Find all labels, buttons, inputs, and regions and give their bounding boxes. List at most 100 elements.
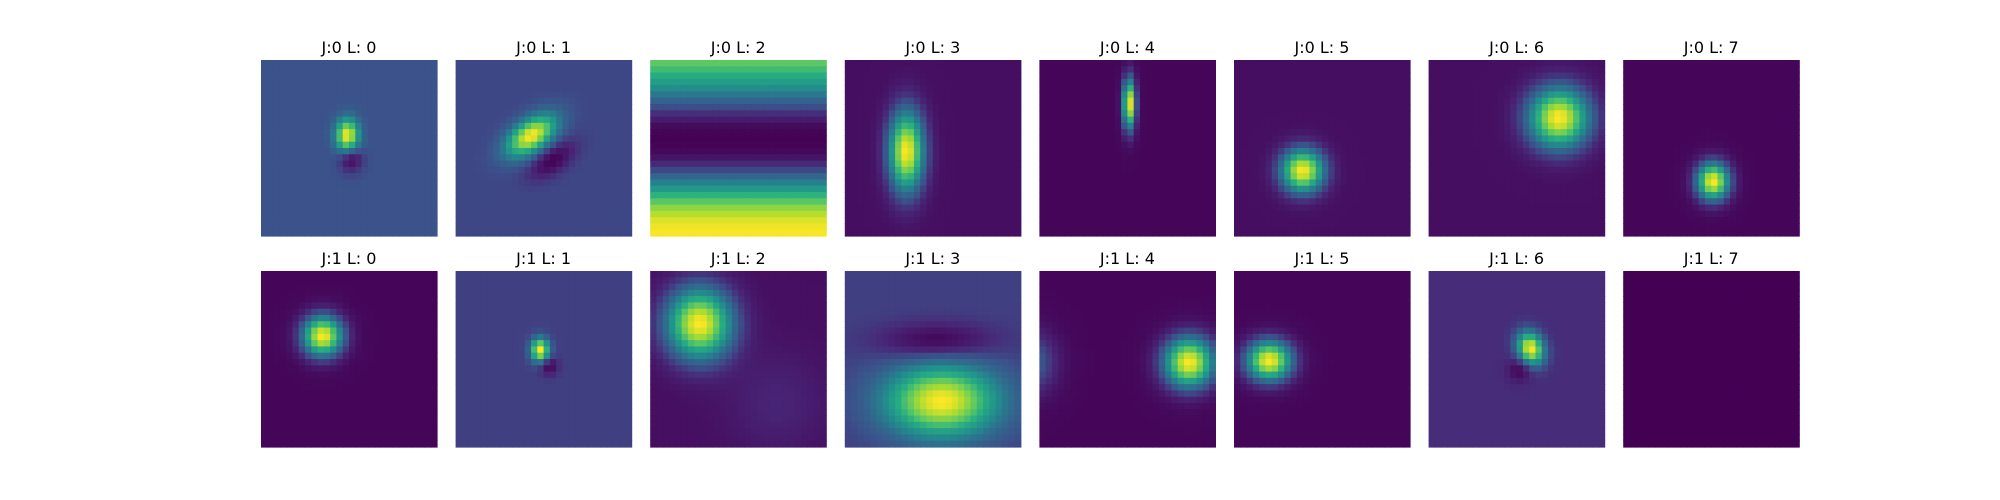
heatmap-cell: [656, 204, 664, 212]
heatmap-cell: [600, 160, 608, 168]
heatmap-cell: [801, 78, 808, 86]
heatmap-cell: [1139, 85, 1147, 93]
heatmap-cell: [1008, 129, 1016, 137]
heatmap-cell: [1209, 210, 1216, 218]
heatmap-cell: [895, 173, 902, 181]
heatmap-cell: [480, 179, 488, 187]
heatmap-cell: [1234, 129, 1241, 137]
heatmap-cell: [738, 104, 746, 111]
heatmap-cell: [869, 154, 877, 162]
heatmap-cell: [1158, 110, 1166, 118]
heatmap-cell: [1133, 122, 1141, 130]
heatmap-cell: [430, 66, 438, 74]
heatmap-cell: [1315, 141, 1323, 149]
heatmap-cell: [349, 160, 356, 168]
heatmap-cell: [1353, 198, 1361, 206]
heatmap-cell: [1146, 223, 1154, 231]
heatmap-cell: [945, 198, 953, 206]
heatmap-cell: [411, 129, 419, 137]
heatmap-cell: [769, 154, 777, 162]
heatmap-cell: [1560, 66, 1568, 74]
heatmap-cell: [543, 185, 551, 193]
heatmap-cell: [1001, 166, 1009, 174]
heatmap-cell: [757, 210, 764, 218]
heatmap-cell: [619, 129, 626, 137]
heatmap-cell: [1234, 72, 1241, 80]
heatmap-cell: [681, 210, 689, 218]
heatmap-cell: [675, 160, 683, 168]
heatmap-cell: [694, 85, 702, 93]
heatmap-cell: [374, 97, 382, 105]
heatmap-cell: [901, 135, 909, 143]
heatmap-cell: [926, 192, 934, 199]
heatmap-cell: [1265, 229, 1273, 237]
heatmap-cell: [317, 129, 325, 137]
heatmap-cell: [1246, 192, 1254, 199]
heatmap-cell: [493, 229, 501, 237]
heatmap-cell: [782, 91, 790, 99]
heatmap-cell: [531, 223, 538, 231]
heatmap-cell: [430, 210, 438, 218]
heatmap-cell: [581, 135, 589, 143]
heatmap-cell: [669, 198, 676, 206]
heatmap-cell: [461, 229, 469, 237]
heatmap-cell: [1366, 210, 1373, 218]
heatmap-cell: [1139, 97, 1147, 105]
heatmap-cell: [411, 185, 419, 193]
heatmap-cell: [505, 85, 513, 93]
heatmap-cell: [1284, 66, 1292, 74]
heatmap-cell: [518, 72, 526, 80]
heatmap-cell: [399, 173, 407, 181]
heatmap-cell: [1296, 104, 1304, 111]
heatmap-cell: [1447, 66, 1455, 74]
heatmap-cell: [531, 198, 538, 206]
heatmap-cell: [1133, 110, 1141, 118]
heatmap-cell: [311, 229, 319, 237]
heatmap-cell: [913, 78, 921, 86]
heatmap-cell: [311, 160, 319, 168]
heatmap-cell: [813, 223, 821, 231]
heatmap-cell: [1328, 166, 1336, 174]
heatmap-cell: [1485, 104, 1493, 111]
heatmap-cell: [945, 122, 953, 130]
heatmap-cell: [524, 72, 532, 80]
heatmap-cell: [1190, 204, 1198, 212]
heatmap-cell: [662, 185, 670, 193]
heatmap-cell: [518, 160, 526, 168]
heatmap-cell: [1089, 122, 1097, 130]
heatmap-cell: [461, 129, 469, 137]
heatmap-cell: [1566, 72, 1574, 80]
heatmap-cell: [562, 179, 570, 187]
heatmap-cell: [876, 104, 884, 111]
heatmap-cell: [1252, 192, 1260, 199]
heatmap-cell: [1347, 60, 1355, 67]
heatmap-cell: [606, 104, 614, 111]
heatmap-cell: [976, 104, 984, 111]
heatmap-cell: [606, 179, 614, 187]
heatmap-cell: [581, 97, 589, 105]
heatmap-cell: [524, 160, 532, 168]
heatmap-cell: [794, 223, 802, 231]
heatmap-cell: [1347, 210, 1355, 218]
heatmap-cell: [763, 129, 771, 137]
heatmap-cell: [562, 116, 570, 124]
heatmap-cell: [650, 85, 658, 93]
heatmap-cell: [1366, 135, 1373, 143]
heatmap-cell: [869, 160, 877, 168]
heatmap-cell: [725, 160, 733, 168]
heatmap-cell: [813, 229, 821, 237]
heatmap-cell: [1378, 160, 1386, 168]
heatmap-cell: [888, 122, 896, 130]
heatmap-cell: [418, 104, 426, 111]
heatmap-cell: [694, 72, 702, 80]
heatmap-cell: [1133, 166, 1141, 174]
heatmap-cell: [493, 110, 501, 118]
heatmap-cell: [1152, 192, 1160, 199]
heatmap-cell: [279, 135, 287, 143]
heatmap-cell: [430, 166, 438, 174]
heatmap-cell: [1014, 198, 1022, 206]
heatmap-cell: [537, 97, 545, 105]
heatmap-cell: [970, 173, 978, 181]
heatmap-cell: [568, 148, 576, 155]
heatmap-cell: [323, 204, 331, 212]
